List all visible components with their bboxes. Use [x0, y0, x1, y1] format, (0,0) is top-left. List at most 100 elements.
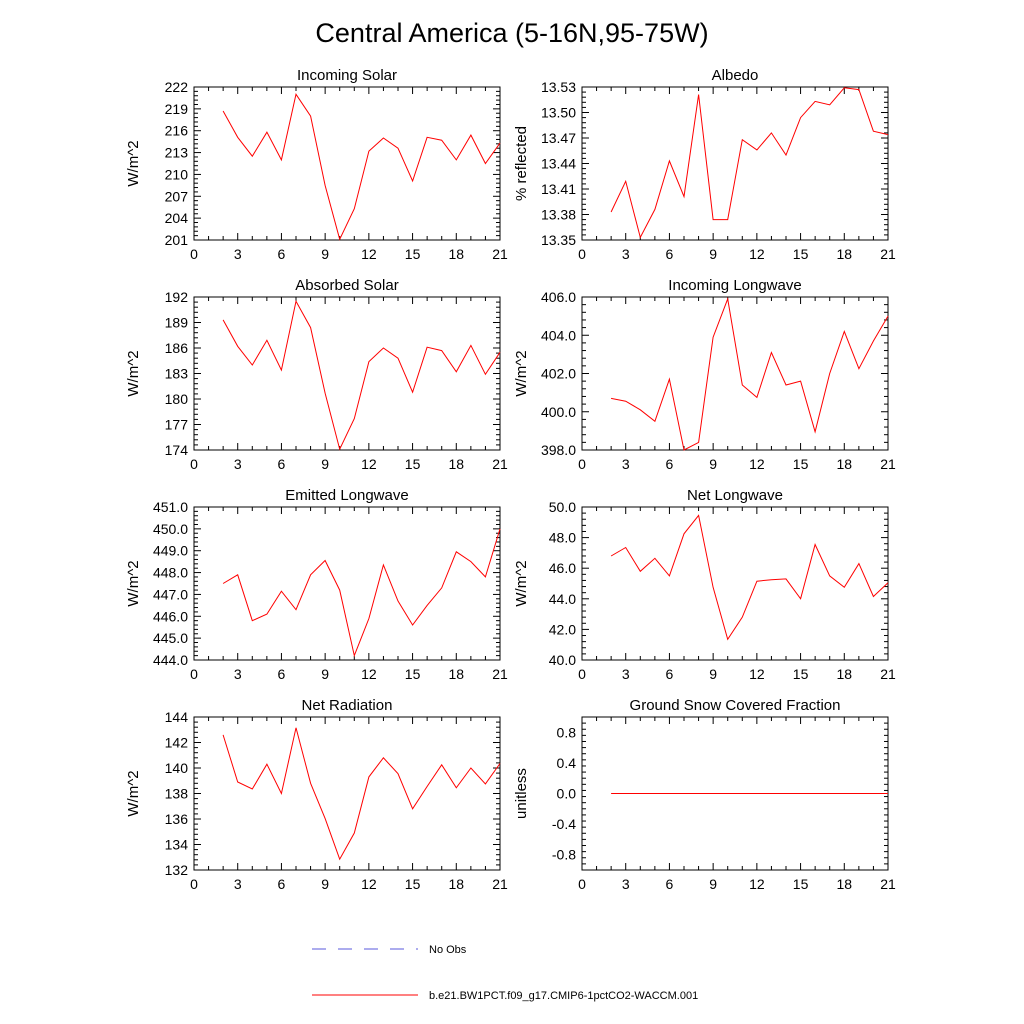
y-axis-label: % reflected: [513, 126, 530, 201]
figure-title: Central America (5-16N,95-75W): [315, 18, 708, 48]
x-tick-label: 9: [709, 246, 717, 262]
x-tick-label: 21: [492, 456, 508, 472]
x-tick-label: 9: [709, 876, 717, 892]
y-tick-label: 444.0: [153, 652, 188, 668]
x-tick-label: 12: [749, 666, 765, 682]
plot-frame: [193, 296, 501, 451]
plot-frame: [581, 86, 889, 241]
y-tick-label: 404.0: [541, 327, 576, 343]
x-tick-label: 0: [578, 246, 586, 262]
series-line: [222, 93, 501, 241]
y-axis-label: W/m^2: [125, 770, 142, 816]
y-tick-label: -0.4: [552, 816, 576, 832]
y-tick-label: 219: [165, 101, 189, 117]
y-tick-label: 0.4: [557, 755, 577, 771]
y-tick-label: 447.0: [153, 586, 188, 602]
y-tick-label: 140: [165, 760, 189, 776]
x-tick-label: 15: [793, 456, 809, 472]
panel: Ground Snow Covered Fraction unitless 0 3 6 9…: [513, 697, 896, 892]
x-tick-label: 3: [234, 246, 242, 262]
y-axis-label: W/m^2: [513, 560, 530, 606]
y-tick-label: 0.0: [557, 786, 577, 802]
x-tick-label: 12: [361, 246, 377, 262]
x-tick-label: 18: [448, 666, 464, 682]
panel: Incoming Solar W/m^2 0 3 6 9 12 15 18 21 201 204 207…: [125, 67, 508, 262]
y-tick-label: 189: [165, 315, 189, 331]
x-tick-label: 9: [709, 666, 717, 682]
y-tick-label: 398.0: [541, 442, 576, 458]
y-tick-label: 448.0: [153, 565, 188, 581]
panel-title: Emitted Longwave: [285, 487, 408, 504]
panel: Albedo % reflected 0 3 6 9 12 15 18 21 13.35 13.38 1…: [513, 67, 896, 262]
y-tick-label: 40.0: [549, 652, 576, 668]
y-tick-label: 42.0: [549, 621, 576, 637]
x-tick-label: 15: [405, 246, 421, 262]
y-tick-label: 192: [165, 289, 189, 305]
panel: Emitted Longwave W/m^2 0 3 6 9 12 15 18 21 444.0 44…: [125, 487, 508, 682]
x-tick-label: 18: [836, 456, 852, 472]
x-tick-label: 3: [622, 876, 630, 892]
y-tick-label: 207: [165, 188, 189, 204]
x-tick-label: 0: [578, 666, 586, 682]
y-tick-label: 183: [165, 366, 189, 382]
x-tick-label: 21: [880, 246, 896, 262]
panel: Incoming Longwave W/m^2 0 3 6 9 12 15 18 21 398.0 4…: [513, 277, 896, 472]
legend-model-label: b.e21.BW1PCT.f09_g17.CMIP6-1pctCO2-WACCM…: [429, 990, 698, 1002]
y-tick-label: 210: [165, 166, 189, 182]
x-tick-label: 18: [836, 666, 852, 682]
y-tick-label: 134: [165, 837, 189, 853]
y-tick-label: 449.0: [153, 543, 188, 559]
y-tick-label: 144: [165, 709, 189, 725]
panel-grid: Incoming Solar W/m^2 0 3 6 9 12 15 18 21 201 204 207…: [125, 67, 896, 892]
x-tick-label: 18: [448, 876, 464, 892]
y-tick-label: 402.0: [541, 366, 576, 382]
x-tick-label: 0: [578, 876, 586, 892]
panel: Absorbed Solar W/m^2 0 3 6 9 12 15 18 21 174 177 180…: [125, 277, 508, 472]
panel-title: Ground Snow Covered Fraction: [630, 697, 841, 714]
x-tick-label: 3: [234, 666, 242, 682]
y-tick-label: -0.8: [552, 847, 576, 863]
x-tick-label: 3: [622, 456, 630, 472]
panel-title: Albedo: [712, 67, 759, 84]
x-tick-label: 6: [278, 246, 286, 262]
x-tick-label: 12: [749, 456, 765, 472]
x-tick-label: 21: [880, 666, 896, 682]
x-tick-label: 18: [448, 456, 464, 472]
x-tick-label: 9: [321, 666, 329, 682]
x-tick-label: 6: [278, 666, 286, 682]
x-tick-label: 18: [836, 876, 852, 892]
y-tick-label: 222: [165, 79, 189, 95]
y-tick-label: 13.53: [541, 79, 576, 95]
series-line: [610, 514, 889, 641]
x-tick-label: 12: [361, 456, 377, 472]
y-tick-label: 446.0: [153, 608, 188, 624]
panel-title: Incoming Longwave: [668, 277, 801, 294]
y-tick-label: 13.50: [541, 105, 576, 121]
y-tick-label: 201: [165, 232, 189, 248]
x-tick-label: 12: [361, 876, 377, 892]
x-tick-label: 15: [405, 666, 421, 682]
y-axis-label: W/m^2: [513, 350, 530, 396]
y-tick-label: 138: [165, 786, 189, 802]
panel: Net Radiation W/m^2 0 3 6 9 12 15 18 21 132 134 136 1…: [125, 697, 508, 892]
x-tick-label: 18: [836, 246, 852, 262]
y-axis-label: W/m^2: [125, 560, 142, 606]
x-tick-label: 15: [793, 876, 809, 892]
series-line: [611, 297, 889, 451]
y-tick-label: 13.47: [541, 130, 576, 146]
legend-obs-label: No Obs: [429, 944, 467, 956]
y-tick-label: 13.41: [541, 181, 576, 197]
y-tick-label: 174: [165, 442, 189, 458]
x-tick-label: 6: [278, 876, 286, 892]
y-tick-label: 204: [165, 210, 189, 226]
x-tick-label: 3: [622, 246, 630, 262]
x-tick-label: 15: [793, 666, 809, 682]
y-axis-label: W/m^2: [125, 350, 142, 396]
y-tick-label: 136: [165, 811, 189, 827]
panel-title: Net Radiation: [302, 697, 393, 714]
y-tick-label: 13.44: [541, 156, 576, 172]
y-tick-label: 450.0: [153, 521, 188, 537]
legend: No Obs b.e21.BW1PCT.f09_g17.CMIP6-1pctCO…: [312, 944, 698, 1002]
plot-frame: [193, 86, 501, 241]
